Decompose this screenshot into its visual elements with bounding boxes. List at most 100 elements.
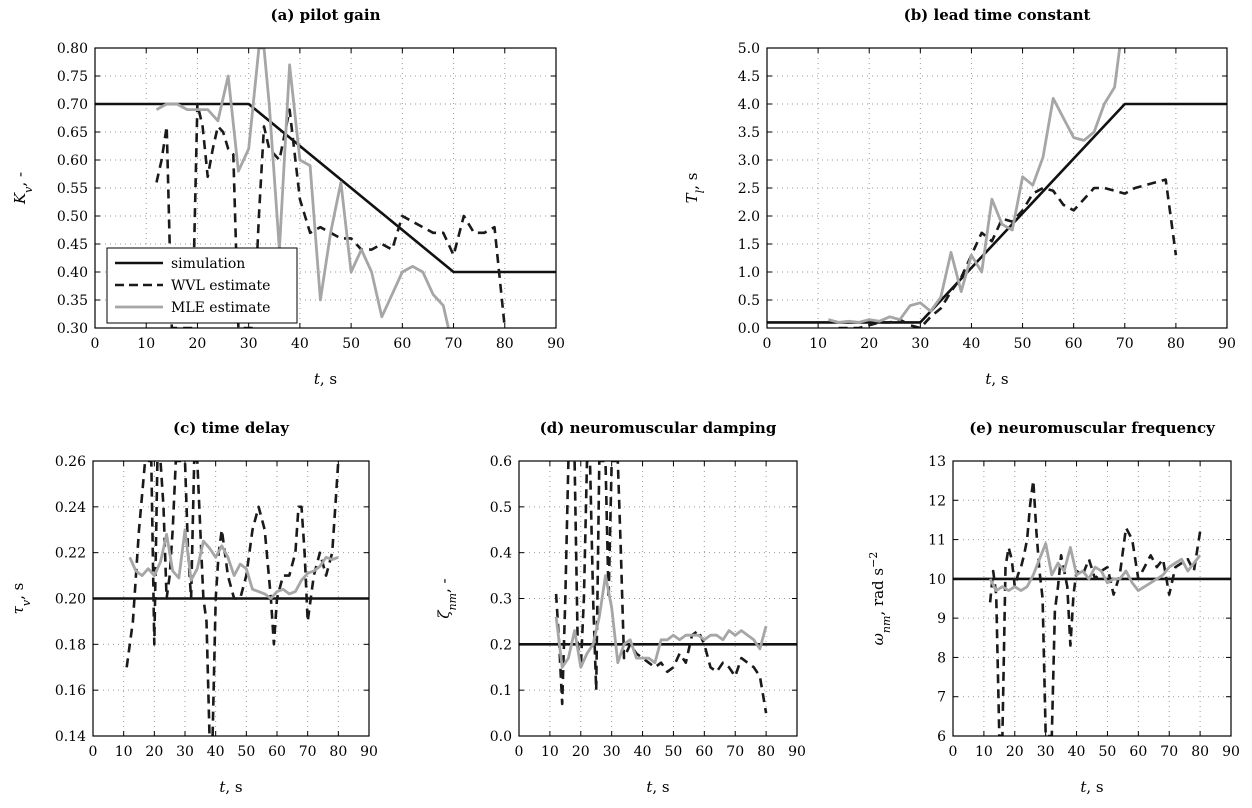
x-tick-label: 90 bbox=[547, 336, 565, 352]
series-group bbox=[519, 461, 797, 714]
x-axis-label: t, s bbox=[1080, 778, 1103, 796]
y-tick-label: 0.0 bbox=[738, 321, 760, 337]
y-tick-label: 4.0 bbox=[738, 97, 760, 113]
series-line-wvl-estimate bbox=[838, 178, 1178, 328]
y-tick-label: 0.60 bbox=[57, 153, 88, 169]
y-tick-label: 0.14 bbox=[55, 729, 86, 745]
y-tick-label: 0.55 bbox=[57, 181, 88, 197]
series-line-mle-estimate bbox=[988, 542, 1202, 592]
axes-frame bbox=[92, 460, 370, 737]
x-tick-label: 80 bbox=[329, 744, 347, 760]
series-line-wvl-estimate bbox=[554, 461, 768, 714]
y-tick-label: 10 bbox=[928, 572, 946, 588]
y-tick-label: 0.35 bbox=[57, 293, 88, 309]
x-tick-label: 0 bbox=[89, 744, 98, 760]
y-tick-label: 1.5 bbox=[738, 237, 760, 253]
x-tick-label: 80 bbox=[1191, 744, 1209, 760]
y-tick-label: 0.50 bbox=[57, 209, 88, 225]
x-tick-label: 20 bbox=[572, 744, 590, 760]
x-tick-label: 20 bbox=[189, 336, 207, 352]
y-tick-label: 8 bbox=[937, 650, 946, 666]
y-tick-label: 2.0 bbox=[738, 209, 760, 225]
series-line-wvl-estimate bbox=[988, 479, 1202, 736]
x-tick-label: 90 bbox=[1222, 744, 1240, 760]
axes-frame bbox=[518, 460, 798, 737]
x-tick-label: 20 bbox=[1006, 744, 1024, 760]
panel-title: (c) time delay bbox=[173, 419, 290, 437]
y-axis-label: Kv, - bbox=[11, 172, 35, 205]
y-axis-label: τv, s bbox=[9, 583, 33, 615]
y-tick-label: 3.5 bbox=[738, 125, 760, 141]
y-axis-label: Tl, s bbox=[683, 173, 707, 204]
x-tick-label: 40 bbox=[634, 744, 652, 760]
x-tick-label: 80 bbox=[496, 336, 514, 352]
series-line-wvl-estimate bbox=[155, 102, 507, 328]
y-tick-label: 0.5 bbox=[490, 500, 512, 516]
legend-box bbox=[106, 247, 298, 324]
axes-frame bbox=[952, 460, 1232, 737]
x-tick-label: 80 bbox=[1167, 336, 1185, 352]
y-tick-label: 0.2 bbox=[490, 637, 512, 653]
series-group bbox=[953, 479, 1231, 736]
y-tick-label: 0.20 bbox=[55, 592, 86, 608]
y-tick-label: 0.18 bbox=[55, 637, 86, 653]
x-axis-label: t, s bbox=[219, 778, 242, 796]
y-tick-label: 13 bbox=[928, 454, 946, 470]
series-line-mle-estimate bbox=[827, 48, 1122, 324]
x-tick-label: 50 bbox=[1014, 336, 1032, 352]
series-group bbox=[95, 48, 556, 328]
x-axis-label: t, s bbox=[646, 778, 669, 796]
x-tick-label: 0 bbox=[763, 336, 772, 352]
y-tick-label: 0.0 bbox=[490, 729, 512, 745]
y-tick-label: 6 bbox=[937, 729, 946, 745]
x-tick-label: 40 bbox=[207, 744, 225, 760]
y-tick-label: 7 bbox=[937, 690, 946, 706]
y-tick-label: 0.16 bbox=[55, 683, 86, 699]
x-tick-label: 70 bbox=[1160, 744, 1178, 760]
x-axis-label: t, s bbox=[985, 370, 1008, 388]
panel-neuromuscular-frequency: 0 10 20 30 40 50 60 70 80 90 6 7 8 9 10 11 12 13 (e) neuro… bbox=[867, 419, 1240, 796]
y-tick-label: 0.26 bbox=[55, 454, 86, 470]
panel-lead-time-constant: 0 10 20 30 40 50 60 70 80 90 0.0 0.5 1.0 1.5 2.0 2.5 3.0… bbox=[683, 6, 1236, 388]
x-tick-label: 20 bbox=[145, 744, 163, 760]
x-tick-label: 50 bbox=[665, 744, 683, 760]
x-tick-label: 60 bbox=[695, 744, 713, 760]
y-tick-label: 0.40 bbox=[57, 265, 88, 281]
panel-time-delay: 0 10 20 30 40 50 60 70 80 90 0.14 0.16 0.18 0.20 0.22 0… bbox=[9, 419, 378, 796]
y-tick-label: 5.0 bbox=[738, 41, 760, 57]
x-tick-label: 30 bbox=[176, 744, 194, 760]
x-tick-label: 40 bbox=[291, 336, 309, 352]
panel-title: (e) neuromuscular frequency bbox=[969, 419, 1216, 437]
y-tick-label: 0.1 bbox=[490, 683, 512, 699]
x-tick-label: 50 bbox=[1099, 744, 1117, 760]
y-tick-label: 9 bbox=[937, 611, 946, 627]
x-tick-label: 30 bbox=[1037, 744, 1055, 760]
y-tick-label: 0.24 bbox=[55, 500, 86, 516]
x-tick-label: 60 bbox=[268, 744, 286, 760]
x-tick-label: 60 bbox=[1129, 744, 1147, 760]
x-tick-label: 70 bbox=[1116, 336, 1134, 352]
x-tick-label: 10 bbox=[115, 744, 133, 760]
x-tick-label: 70 bbox=[726, 744, 744, 760]
y-tick-label: 0.80 bbox=[57, 41, 88, 57]
x-axis-label: t, s bbox=[314, 370, 337, 388]
series-group bbox=[767, 48, 1227, 328]
y-tick-label: 2.5 bbox=[738, 181, 760, 197]
legend: simulation WVL estimate MLE estimate bbox=[106, 247, 298, 324]
x-tick-label: 30 bbox=[603, 744, 621, 760]
y-tick-label: 0.65 bbox=[57, 125, 88, 141]
x-tick-label: 40 bbox=[1068, 744, 1086, 760]
y-tick-label: 0.45 bbox=[57, 237, 88, 253]
y-tick-label: 0.5 bbox=[738, 293, 760, 309]
y-tick-label: 0.4 bbox=[490, 546, 512, 562]
x-tick-label: 0 bbox=[91, 336, 100, 352]
x-tick-label: 10 bbox=[541, 744, 559, 760]
x-tick-label: 30 bbox=[240, 336, 258, 352]
x-tick-label: 90 bbox=[360, 744, 378, 760]
legend-label-wvl-estimate: WVL estimate bbox=[171, 278, 270, 294]
x-tick-label: 50 bbox=[237, 744, 255, 760]
panel-neuromuscular-damping: 0 10 20 30 40 50 60 70 80 90 0.0 0.1 0.2 0.3 0.4 0.5 0.6… bbox=[435, 419, 806, 796]
axes-frame bbox=[766, 47, 1228, 329]
y-tick-label: 4.5 bbox=[738, 69, 760, 85]
panel-title: (a) pilot gain bbox=[271, 6, 381, 24]
